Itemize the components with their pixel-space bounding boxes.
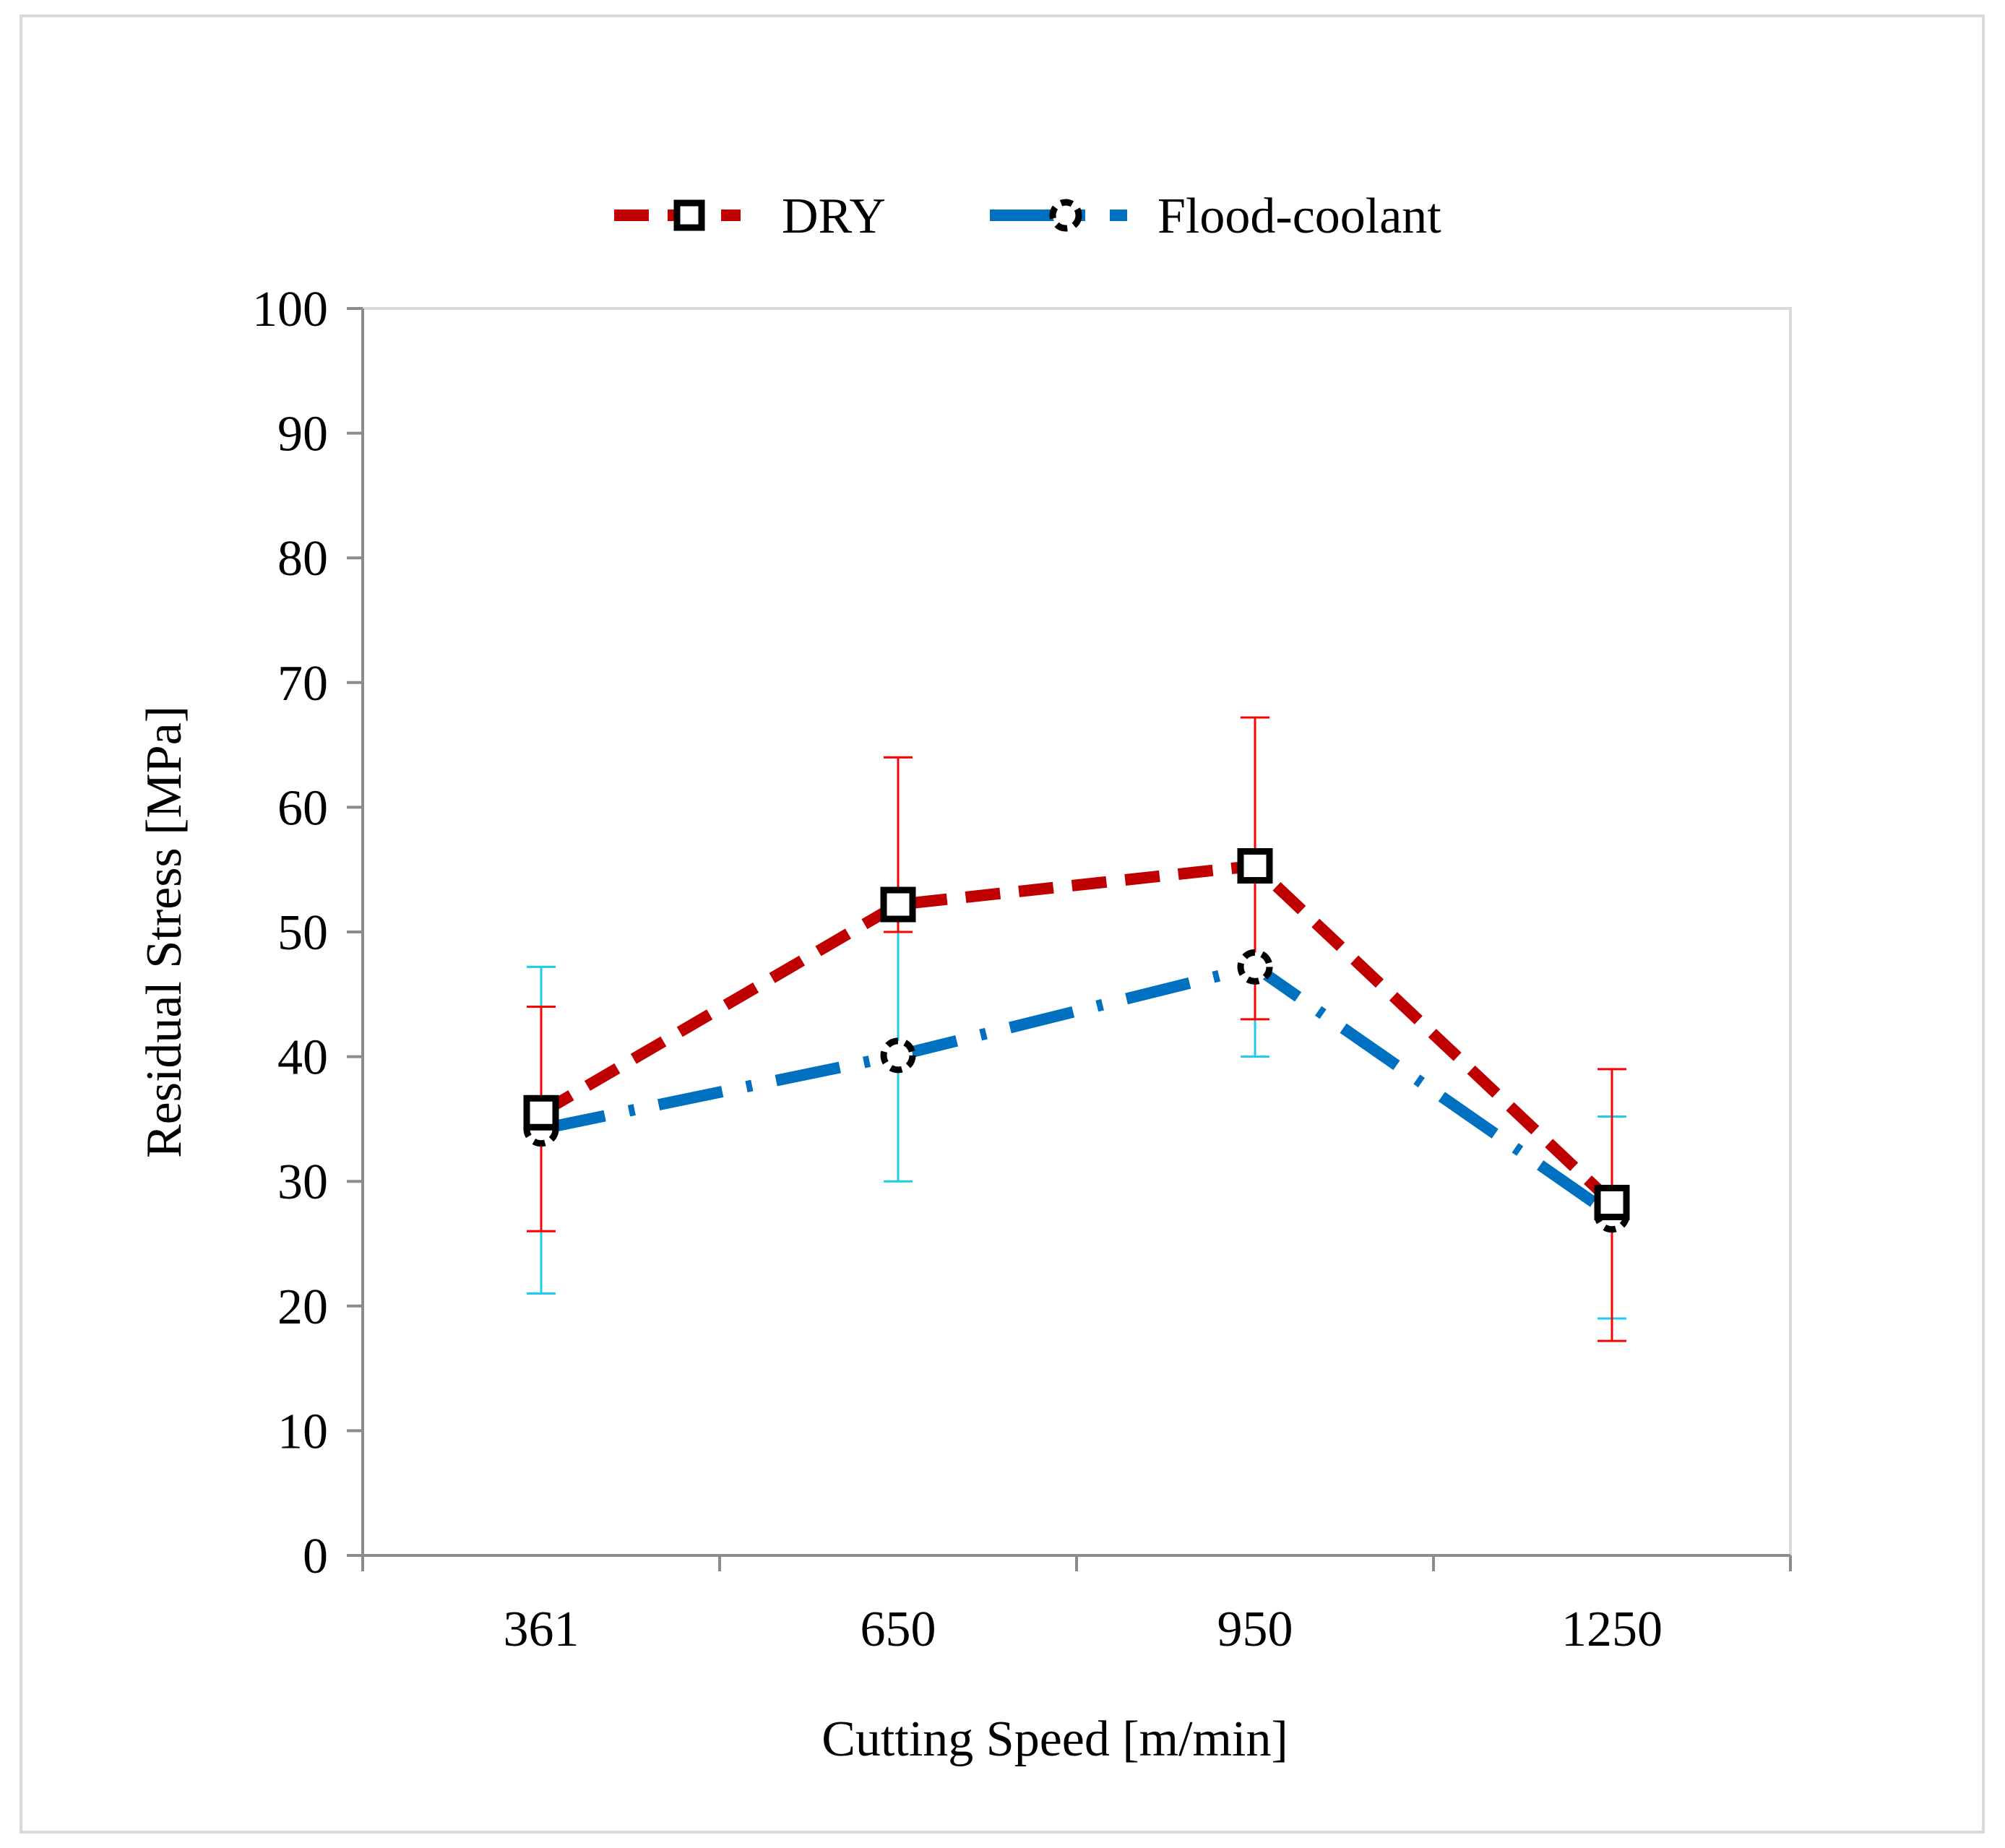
x-ticks: 361 650 950 1250 (361, 1555, 1792, 1657)
legend: DRY Flood-coolant (614, 189, 1441, 244)
x-tick-label: 361 (504, 1602, 579, 1657)
x-axis-title: Cutting Speed [m/min] (822, 1711, 1288, 1767)
y-tick-label: 80 (277, 531, 328, 587)
legend-item-dry: DRY (614, 189, 886, 244)
data-point-flood-coolant (880, 1037, 916, 1074)
data-point-dry (1594, 1185, 1630, 1221)
plot-area (361, 307, 1792, 1557)
y-tick-label: 20 (277, 1279, 328, 1335)
series-lines (538, 860, 1616, 1220)
data-point-dry (523, 1094, 559, 1131)
legend-label-dry: DRY (782, 189, 886, 244)
y-tick-label: 30 (277, 1154, 328, 1210)
legend-marker-flood-coolant (1049, 199, 1082, 232)
chart-frame (20, 14, 1985, 1834)
series-line-dry (538, 860, 1616, 1207)
x-tick-label: 1250 (1561, 1602, 1663, 1657)
legend-item-flood-coolant: Flood-coolant (990, 189, 1441, 244)
data-point-dry (1237, 848, 1273, 884)
x-tick-label: 650 (861, 1602, 936, 1657)
x-tick-label: 950 (1217, 1602, 1293, 1657)
y-axis-title: Residual Stress [MPa] (137, 706, 192, 1158)
y-tick-label: 10 (277, 1404, 328, 1459)
y-tick-label: 0 (303, 1529, 328, 1584)
y-tick-label: 70 (277, 656, 328, 712)
markers (523, 848, 1630, 1233)
data-point-flood-coolant (1237, 949, 1273, 985)
data-point-dry (880, 886, 916, 923)
series-line-flood-coolant (540, 961, 1616, 1220)
y-tick-label: 50 (277, 905, 328, 961)
y-tick-label: 90 (277, 407, 328, 462)
legend-label-flood-coolant: Flood-coolant (1157, 189, 1441, 244)
y-tick-label: 100 (252, 282, 328, 337)
y-tick-label: 40 (277, 1030, 328, 1086)
y-tick-label: 60 (277, 780, 328, 836)
y-ticks: 0 10 20 30 40 50 60 70 80 90 100 (252, 282, 363, 1584)
legend-marker-dry (673, 199, 705, 231)
